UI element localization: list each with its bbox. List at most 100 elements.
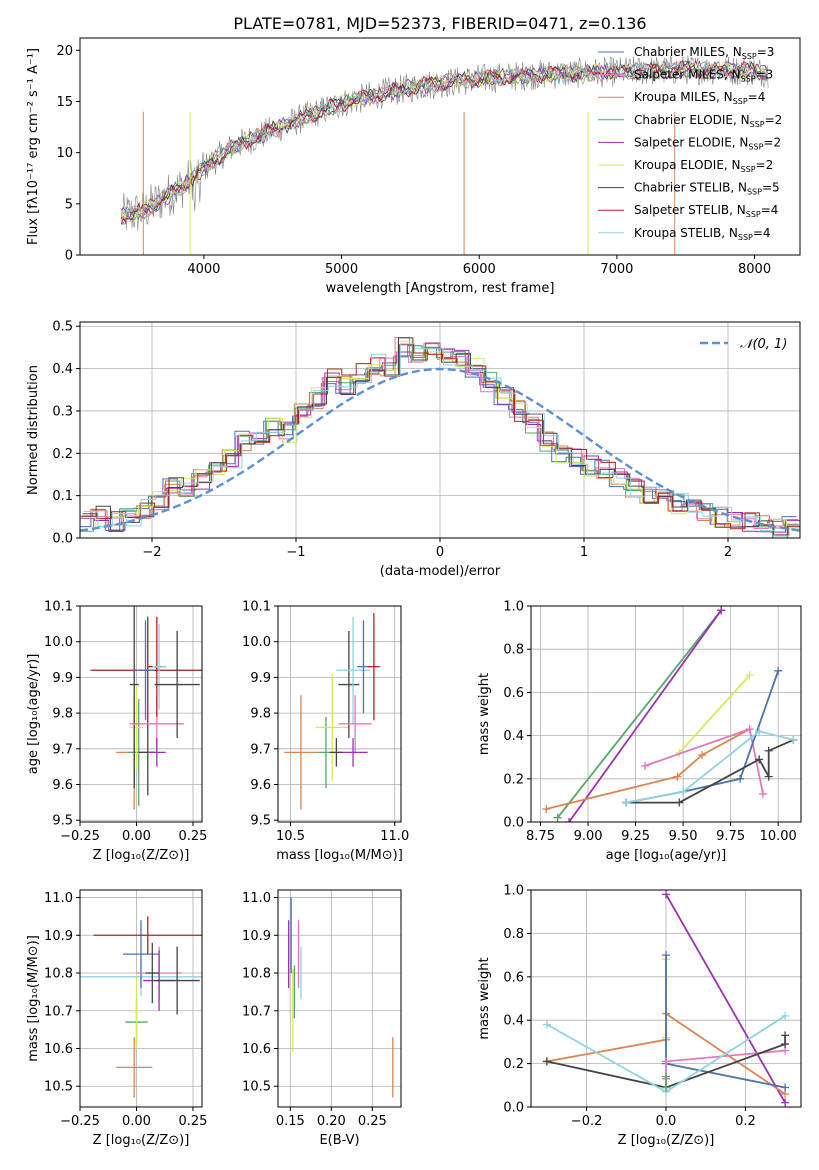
y-tick-label: 10.9 — [44, 929, 73, 944]
y-tick-label: 0.6 — [503, 970, 524, 985]
x-axis-label: Z [log₁₀(Z/Z⊙)] — [93, 848, 190, 863]
legend-label-tail: =4 — [753, 226, 771, 240]
y-tick-label: 10.6 — [242, 1042, 271, 1057]
x-tick-label: 6000 — [463, 262, 496, 277]
x-tick-label: 9.25 — [621, 829, 650, 844]
legend-label-tail: =4 — [748, 90, 766, 104]
x-tick-label: 0.00 — [122, 1114, 151, 1129]
legend-label-main: Kroupa MILES, N — [634, 90, 733, 104]
y-tick-label: 0.1 — [52, 489, 73, 504]
y-tick-label: 11.0 — [44, 891, 73, 906]
scatter-plot-area — [284, 613, 381, 810]
legend-label-main: Chabrier MILES, N — [634, 45, 742, 59]
series-point-marker — [781, 1031, 790, 1040]
x-tick-label: 10.00 — [760, 829, 797, 844]
series-point-marker — [622, 798, 631, 807]
x-tick-label: −1 — [286, 545, 305, 560]
x-axis-label: E(B-V) — [319, 1133, 359, 1148]
series-line — [625, 730, 794, 804]
legend-label-sub: SSP — [748, 142, 763, 151]
x-tick-label: 5000 — [325, 262, 358, 277]
y-axis-label: mass weight — [477, 957, 492, 1039]
y-tick-label: 0.4 — [52, 362, 73, 377]
x-tick-label: 0.25 — [178, 829, 207, 844]
legend-label-sub: SSP — [746, 210, 761, 219]
line-plot-area — [542, 606, 798, 822]
legend-label-main: Salpeter MILES, N — [634, 68, 741, 82]
series-line — [665, 893, 786, 1104]
hist-step-line — [80, 337, 799, 527]
series-point-marker — [662, 890, 670, 899]
legend-label-sub: SSP — [733, 97, 748, 106]
series-line — [678, 674, 751, 754]
series-point-marker — [736, 774, 745, 783]
legend-label-tail: =2 — [765, 113, 783, 127]
y-tick-label: 0.8 — [503, 927, 524, 942]
legend-label-main: Kroupa STELIB, N — [634, 226, 738, 240]
series-point-marker — [542, 1020, 551, 1029]
series-point-marker — [662, 1057, 670, 1066]
y-tick-label: 0.0 — [52, 532, 73, 547]
x-tick-label: 0.0 — [656, 1114, 677, 1129]
axes-frame — [79, 605, 203, 823]
scatter-plot-area — [288, 897, 394, 1098]
y-tick-label: 9.7 — [250, 742, 271, 757]
y-tick-label: 0.3 — [52, 404, 73, 419]
y-tick-label: 10.9 — [242, 929, 271, 944]
y-tick-label: 0.0 — [503, 1101, 524, 1116]
spectrum-model-line — [120, 61, 768, 221]
chart-mass-vs-Z: −0.25 0.00 0.25 10.5 10.6 10.7 10.8 10.9 11.0 Z [… — [26, 889, 207, 1148]
hist-step-line — [83, 343, 800, 537]
y-tick-label: 15 — [56, 95, 73, 110]
x-tick-label: 0.20 — [317, 1114, 346, 1129]
x-tick-label: −0.25 — [60, 829, 100, 844]
hist-step-line — [80, 340, 800, 529]
series-point-marker — [764, 772, 773, 781]
series-point-marker — [764, 746, 773, 755]
series-point-marker — [641, 761, 650, 770]
hist-step-line — [80, 342, 800, 533]
y-tick-label: 5 — [65, 197, 73, 212]
series-point-marker — [717, 606, 726, 615]
legend-label: Chabrier STELIB, NSSP=5 — [634, 181, 780, 197]
line-plot-area — [542, 890, 790, 1107]
y-tick-label: 0.5 — [52, 320, 73, 335]
series-point-marker — [673, 772, 682, 781]
spectrum-model-line — [121, 61, 768, 218]
series-line — [665, 955, 786, 1089]
y-tick-label: 10.1 — [44, 600, 73, 615]
x-tick-label: 10.5 — [276, 829, 305, 844]
legend-label-tail: =2 — [763, 135, 781, 149]
x-axis-label: wavelength [Angstrom, rest frame] — [326, 281, 555, 296]
series-point-marker — [781, 1083, 790, 1092]
chart-age-vs-Z: −0.25 0.00 0.25 9.5 9.6 9.7 9.8 9.9 10.0 10.1 Z [l… — [26, 600, 207, 864]
y-tick-label: 10.5 — [242, 1080, 271, 1095]
axes-frame — [277, 889, 402, 1108]
legend-label-sub: SSP — [741, 165, 756, 174]
legend-label-sub: SSP — [738, 233, 753, 242]
x-axis-label: age [log₁₀(age/yr)] — [606, 848, 727, 863]
series-point-marker — [789, 735, 798, 744]
chart-mass-vs-ebv: 0.15 0.20 0.25 10.5 10.6 10.7 10.8 10.9 11.0 E(B-… — [242, 889, 402, 1148]
y-tick-label: 10.8 — [44, 967, 73, 982]
x-tick-label: 0.00 — [122, 829, 151, 844]
series-point-marker — [662, 1072, 670, 1081]
y-tick-label: 1.0 — [503, 600, 524, 615]
axes-frame — [277, 605, 402, 823]
x-tick-label: −2 — [142, 545, 161, 560]
y-tick-label: 9.9 — [250, 671, 271, 686]
series-line — [546, 1035, 786, 1089]
y-tick-label: 9.8 — [52, 707, 73, 722]
hist-step-line — [80, 346, 800, 532]
series-point-marker — [745, 671, 754, 680]
y-tick-label: 9.8 — [250, 707, 271, 722]
y-tick-label: 10 — [56, 146, 73, 161]
series-point-marker — [774, 666, 783, 675]
y-tick-label: 0.2 — [503, 772, 524, 787]
x-tick-label: 2 — [724, 545, 732, 560]
series-point-marker — [698, 751, 707, 760]
legend-label-main: Salpeter ELODIE, N — [634, 135, 748, 149]
series-line — [626, 739, 794, 804]
